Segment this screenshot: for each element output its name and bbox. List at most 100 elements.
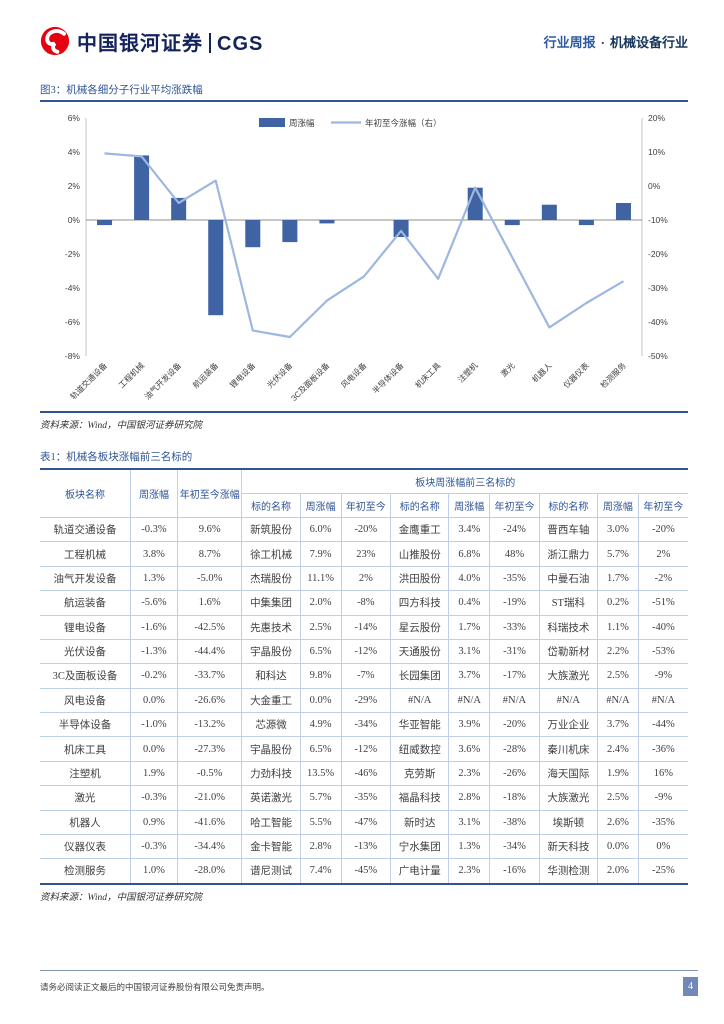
- bar: [134, 155, 150, 220]
- sector-cell: 油气开发设备: [40, 565, 131, 592]
- value-cell: -9%: [637, 663, 688, 689]
- stock-name-cell: 秦川机床: [538, 736, 598, 762]
- value-cell: 0.0%: [129, 687, 179, 714]
- value-cell: 2.0%: [596, 858, 639, 885]
- industry-label: 机械设备行业: [609, 34, 688, 50]
- value-cell: -42.5%: [177, 614, 243, 640]
- value-cell: -20%: [637, 516, 688, 543]
- logo-text-cn: 中国银河证券: [77, 32, 203, 55]
- value-cell: 1.6%: [177, 590, 243, 616]
- value-cell: -27.3%: [177, 736, 243, 762]
- value-cell: -12%: [340, 638, 392, 665]
- value-cell: 5.7%: [299, 785, 342, 811]
- value-cell: -51%: [637, 590, 688, 616]
- x-category-label: 锂电设备: [228, 360, 258, 390]
- value-cell: 6.5%: [299, 638, 342, 665]
- value-cell: 3.9%: [448, 711, 491, 738]
- x-category-label: 激光: [498, 360, 516, 378]
- sector-cell: 机床工具: [40, 736, 131, 762]
- stock-name-cell: 福晶科技: [390, 785, 450, 811]
- stock-name-cell: 大金重工: [241, 687, 301, 714]
- stock-name-cell: 金卡智能: [241, 833, 301, 860]
- logo-divider: [209, 32, 211, 53]
- table-row: 轨道交通设备 -0.3% 9.6% 新筑股份 6.0% -20% 金鹰重工 3.4% -24% 晋…: [40, 516, 688, 543]
- table-row: 工程机械 3.8% 8.7% 徐工机械 7.9% 23% 山推股份 6.8% 48% 浙江鼎力 5.…: [40, 541, 688, 567]
- value-cell: -33%: [489, 614, 540, 640]
- stock-name-cell: 金鹰重工: [390, 516, 450, 543]
- value-cell: -7%: [340, 663, 392, 689]
- value-cell: 1.3%: [129, 565, 179, 592]
- ytd-line: [104, 152, 625, 339]
- value-cell: -40%: [637, 614, 688, 640]
- value-cell: -38%: [489, 809, 540, 835]
- value-cell: 13.5%: [299, 760, 342, 787]
- value-cell: 1.7%: [596, 565, 639, 592]
- value-cell: -47%: [340, 809, 392, 835]
- x-category-label: 检测服务: [598, 360, 628, 390]
- stock-name-cell: 克劳斯: [390, 760, 450, 787]
- logo-text-en: CGS: [217, 32, 264, 55]
- galaxy-swirl-icon: [40, 26, 70, 56]
- report-header-label: 行业周报 · 机械设备行业: [544, 32, 688, 51]
- bar: [393, 220, 409, 237]
- value-cell: 0.0%: [299, 687, 342, 714]
- value-cell: 0.4%: [448, 590, 491, 616]
- table-head: 板块名称 周涨幅 年初至今涨幅 板块周涨幅前三名标的 标的名称 周涨幅 年初至今…: [40, 468, 688, 518]
- stock-name-cell: 山推股份: [390, 541, 450, 567]
- legend-bar-swatch: [259, 118, 285, 127]
- bar: [97, 220, 113, 226]
- stock-name-cell: 岱勒新材: [538, 638, 598, 665]
- bar: [319, 220, 335, 224]
- x-category-label: 风电设备: [339, 360, 369, 390]
- value-cell: 5.5%: [299, 809, 342, 835]
- bar: [208, 220, 224, 316]
- value-cell: -0.3%: [129, 833, 179, 860]
- value-cell: -20%: [489, 711, 540, 738]
- value-cell: -53%: [637, 638, 688, 665]
- value-cell: #N/A: [448, 687, 491, 714]
- value-cell: #N/A: [637, 687, 688, 714]
- value-cell: -35%: [340, 785, 392, 811]
- stock-name-cell: 杰瑞股份: [241, 565, 301, 592]
- value-cell: 4.9%: [299, 711, 342, 738]
- col-header-sector: 板块名称: [40, 468, 131, 518]
- value-cell: -44.4%: [177, 638, 243, 665]
- sub-header-name-1: 标的名称: [241, 493, 301, 518]
- figure-block: 图3：机械各细分子行业平均涨跌幅 6% 4% 2% 0% -2% -4% -6% -8% 20%…: [40, 82, 688, 431]
- stock-name-cell: 新时达: [390, 809, 450, 835]
- stock-name-cell: 宇晶股份: [241, 638, 301, 665]
- value-cell: 2%: [340, 565, 392, 592]
- figure-source: 资料来源：Wind，中国银河证券研究院: [40, 421, 203, 431]
- x-category-label: 机床工具: [413, 360, 443, 390]
- sub-header-name-3: 标的名称: [538, 493, 598, 518]
- x-category-label: 3C及面板设备: [289, 360, 332, 403]
- stock-name-cell: 徐工机械: [241, 541, 301, 567]
- value-cell: -26.6%: [177, 687, 243, 714]
- value-cell: -9%: [637, 785, 688, 811]
- left-axis-tick: -4%: [65, 283, 81, 293]
- value-cell: -25%: [637, 858, 688, 885]
- stock-name-cell: 华亚智能: [390, 711, 450, 738]
- value-cell: 48%: [489, 541, 540, 567]
- value-cell: -24%: [489, 516, 540, 543]
- value-cell: -34.4%: [177, 833, 243, 860]
- value-cell: 9.8%: [299, 663, 342, 689]
- right-axis-tick: -50%: [648, 351, 668, 361]
- figure-title: 图3：机械各细分子行业平均涨跌幅: [40, 85, 203, 96]
- value-cell: 7.4%: [299, 858, 342, 885]
- stock-name-cell: 广电计量: [390, 858, 450, 885]
- stock-name-cell: 四方科技: [390, 590, 450, 616]
- left-axis-tick: 0%: [68, 215, 81, 225]
- disclaimer-text: 请务必阅读正文最后的中国银河证券股份有限公司免责声明。: [40, 981, 270, 992]
- value-cell: -45%: [340, 858, 392, 885]
- header-row-1: 板块名称 周涨幅 年初至今涨幅 板块周涨幅前三名标的: [40, 468, 688, 518]
- bar: [541, 204, 557, 220]
- figure-bottom-rule: [40, 411, 688, 413]
- sector-cell: 3C及面板设备: [40, 663, 131, 689]
- right-axis-tick: -40%: [648, 317, 668, 327]
- table-row: 风电设备 0.0% -26.6% 大金重工 0.0% -29% #N/A #N/A #N/A #N…: [40, 687, 688, 714]
- sub-header-name-2: 标的名称: [390, 493, 450, 518]
- value-cell: 3.7%: [596, 711, 639, 738]
- stock-name-cell: 纽威数控: [390, 736, 450, 762]
